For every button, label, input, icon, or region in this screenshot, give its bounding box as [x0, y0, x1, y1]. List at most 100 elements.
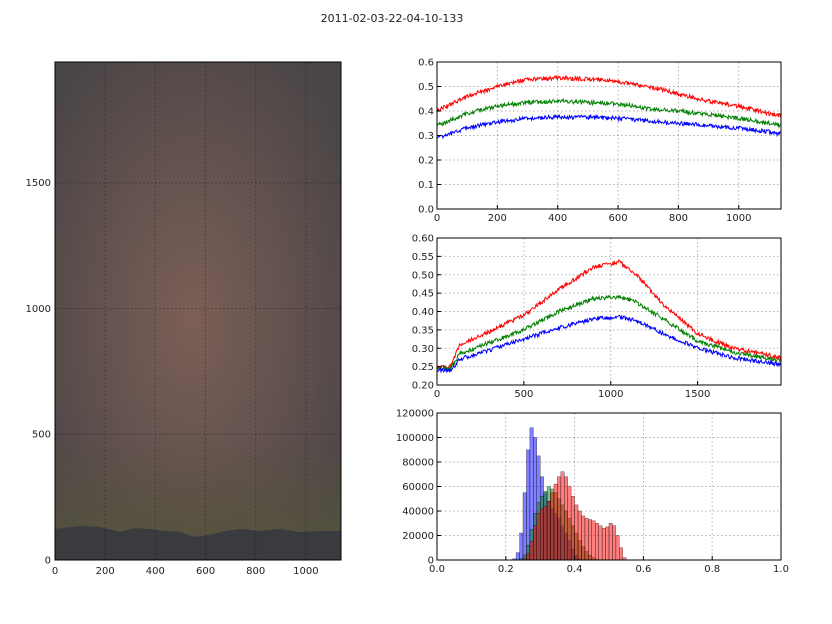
series-line: [437, 294, 781, 372]
x-tick-label: 0.6: [635, 564, 651, 575]
y-tick-label: 0.45: [412, 289, 434, 300]
y-tick-label: 100000: [396, 433, 434, 444]
histogram-bar: [567, 486, 572, 560]
histogram-bar: [546, 501, 551, 560]
y-tick-label: 1500: [26, 178, 51, 189]
x-tick-label: 0.2: [498, 564, 514, 575]
plot-area: [437, 62, 781, 209]
x-tick-label: 0: [434, 213, 440, 224]
histogram-bar: [598, 525, 603, 560]
x-tick-label: 1.0: [773, 564, 789, 575]
x-tick-label: 0: [52, 566, 58, 577]
histogram-bar: [595, 523, 599, 560]
series-line: [437, 314, 781, 374]
histogram-bar: [577, 510, 582, 560]
x-tick-label: 500: [514, 389, 533, 400]
figure-title: 2011-02-03-22-04-10-133: [321, 12, 464, 25]
series-group: [437, 74, 781, 140]
histogram-bar: [529, 541, 534, 560]
histogram-bar: [605, 526, 610, 560]
x-tick-label: 0.8: [704, 564, 720, 575]
y-tick-label: 0: [45, 556, 51, 567]
y-tick-label: 20000: [402, 531, 434, 542]
histogram-bar: [553, 483, 558, 560]
y-tick-label: 120000: [396, 409, 434, 420]
series-group: [437, 259, 781, 374]
y-tick-label: 0: [428, 556, 434, 567]
horizon-glow: [55, 440, 341, 535]
y-tick-label: 40000: [402, 507, 434, 518]
x-tick-label: 200: [488, 213, 507, 224]
x-tick-label: 1000: [726, 213, 751, 224]
x-tick-label: 0.0: [429, 564, 445, 575]
histogram-panel: 0.0 0.2 0.4 0.6 0.8 1.0 0 20000 40000 60000 80000 1…: [396, 409, 789, 576]
histogram-bar: [519, 532, 524, 560]
x-tick-label: 800: [246, 566, 265, 577]
x-tick-label: 0.4: [567, 564, 583, 575]
histogram-bar: [557, 476, 562, 560]
x-tick-label: 1000: [598, 389, 623, 400]
histogram-bar: [515, 552, 520, 560]
row-profile-panel: 0 200 400 600 800 1000 0.0 0.1 0.2 0.3 0.4 0.5 0.6: [418, 58, 782, 224]
x-tick-label: 1500: [685, 389, 710, 400]
histogram-bar: [584, 518, 589, 560]
y-tick-label: 0.3: [418, 131, 434, 142]
x-tick-label: 400: [146, 566, 165, 577]
plot-area: [437, 238, 781, 385]
y-tick-label: 60000: [402, 482, 434, 493]
histogram-bar: [526, 553, 531, 560]
sky-image-ticks: 0 200 400 600 800 1000 0 500 1000 1500: [26, 178, 319, 577]
histogram-bar: [522, 492, 527, 560]
x-tick-label: 400: [548, 213, 567, 224]
mountain-silhouette: [55, 526, 341, 560]
x-tick-label: 600: [609, 213, 628, 224]
x-tick-label: 200: [96, 566, 115, 577]
x-tick-label: 1000: [293, 566, 318, 577]
histogram-bar: [581, 515, 586, 560]
y-tick-label: 0.20: [412, 381, 434, 392]
y-tick-label: 0.40: [412, 307, 434, 318]
y-tick-label: 80000: [402, 458, 434, 469]
histogram-bar: [608, 523, 613, 560]
x-tick-label: 600: [196, 566, 215, 577]
y-tick-label: 1000: [26, 304, 51, 315]
y-tick-label: 0.0: [418, 205, 434, 216]
histogram-bar: [540, 508, 544, 560]
column-profile-panel: 0 500 1000 1500 0.20 0.25 0.30 0.35 0.40 0.45 0.50…: [412, 234, 782, 400]
y-tick-label: 0.25: [412, 362, 434, 373]
sky-image-grid: [55, 62, 341, 560]
histogram-bar: [543, 505, 548, 560]
x-tick-label: 800: [669, 213, 688, 224]
y-tick-label: 500: [32, 430, 51, 441]
series-line: [437, 259, 781, 371]
y-tick-label: 0.30: [412, 344, 434, 355]
histogram-bar: [533, 525, 537, 560]
histogram-bar: [570, 496, 575, 560]
histogram-bar: [619, 547, 623, 560]
y-tick-label: 0.5: [418, 82, 434, 93]
histogram-bar: [612, 525, 617, 560]
y-tick-label: 0.6: [418, 58, 434, 69]
histogram-bar: [536, 513, 541, 560]
histogram-bar: [591, 520, 596, 560]
y-tick-label: 0.4: [418, 107, 434, 118]
histogram-bar: [588, 519, 592, 560]
histogram-bar: [526, 449, 531, 560]
series-line: [437, 98, 781, 129]
histogram-bar: [550, 492, 555, 560]
series-line: [437, 113, 781, 140]
histogram-bar: [560, 471, 565, 560]
series-line: [437, 74, 781, 118]
histogram-bar: [564, 476, 568, 560]
y-tick-label: 0.50: [412, 270, 434, 281]
sky-image-panel: 0 200 400 600 800 1000 0 500 1000 1500: [26, 61, 342, 577]
y-tick-label: 0.35: [412, 325, 434, 336]
y-tick-label: 0.2: [418, 156, 434, 167]
x-tick-label: 0: [434, 389, 440, 400]
histogram-bar: [615, 535, 620, 560]
series-group: [512, 427, 627, 560]
histogram-bar: [601, 527, 606, 560]
sky-image-frame: [54, 61, 342, 561]
y-tick-label: 0.1: [418, 180, 434, 191]
